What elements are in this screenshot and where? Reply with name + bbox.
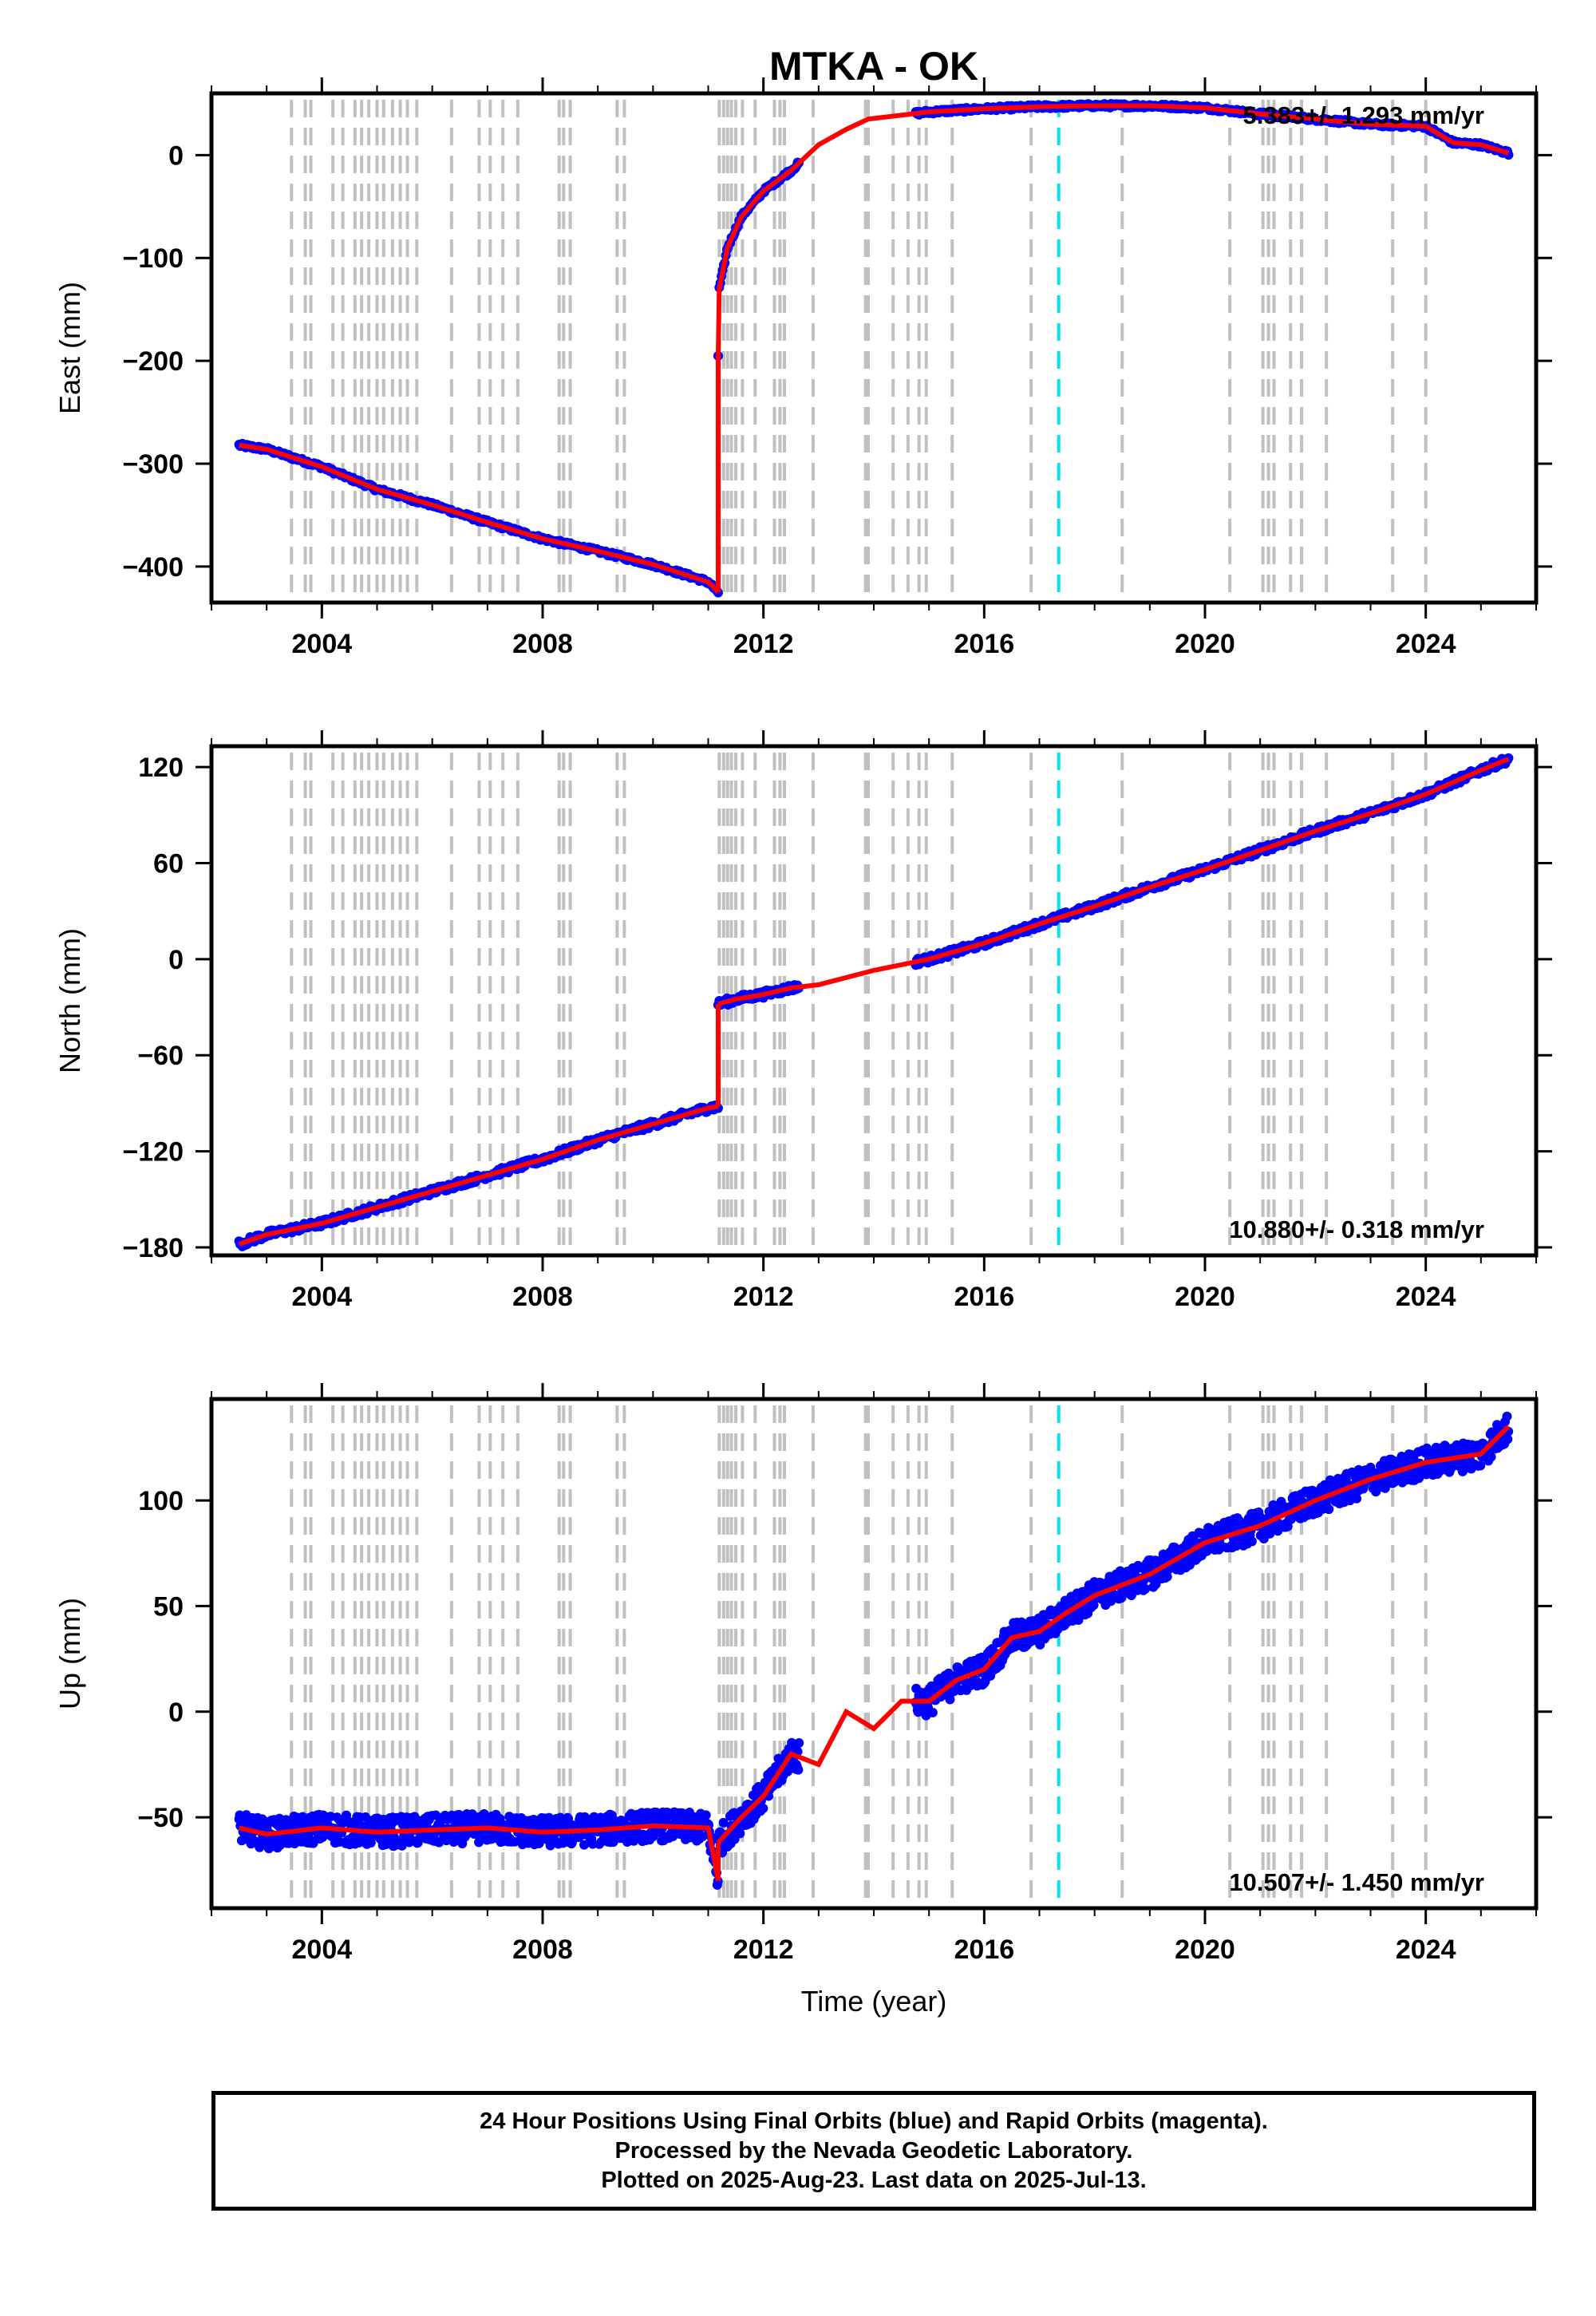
panel-3: 2004 2008 2012 2016 2020 2024 −50 0 50 100 Up (mm)…: [53, 1383, 1552, 1965]
y-tick-label: 0: [168, 1697, 184, 1728]
data-point: [1324, 1504, 1334, 1515]
x-tick-label: 2004: [292, 629, 353, 659]
y-tick-label: −200: [122, 346, 184, 377]
x-tick-label: 2012: [733, 1935, 794, 1965]
velocity-rate-label: 10.880+/- 0.318 mm/yr: [1229, 1215, 1484, 1243]
data-point: [448, 1836, 459, 1847]
data-point: [579, 1840, 590, 1850]
y-tick-label: −100: [122, 243, 184, 274]
data-point: [1476, 1460, 1486, 1471]
data-point: [1246, 1536, 1257, 1547]
y-tick-label: 0: [168, 945, 184, 975]
y-tick-label: −50: [137, 1803, 184, 1833]
x-tick-label: 2020: [1175, 1935, 1235, 1965]
plot-frame: [209, 744, 1539, 1258]
model-line: [717, 757, 1510, 1006]
x-tick-label: 2020: [1175, 1282, 1235, 1312]
data-point: [248, 1835, 259, 1845]
data-point: [1140, 1583, 1151, 1594]
y-tick-label: 60: [153, 848, 184, 879]
y-tick-label: 0: [168, 140, 184, 171]
data-point: [927, 1707, 938, 1717]
footer-line-1: 24 Hour Positions Using Final Orbits (bl…: [480, 2108, 1268, 2134]
footer-notes: 24 Hour Positions Using Final Orbits (bl…: [211, 2091, 1536, 2211]
data-point: [758, 1803, 768, 1813]
velocity-rate-label: 5.383+/- 1.293 mm/yr: [1243, 101, 1484, 129]
x-tick-label: 2004: [292, 1935, 353, 1965]
data-point: [474, 1837, 484, 1848]
x-tick-label: 2020: [1175, 629, 1235, 659]
panel-1: 2004 2008 2012 2016 2020 2024 −400 −300 −200 −100…: [53, 77, 1552, 659]
y-axis-label: Up (mm): [53, 1598, 86, 1709]
data-point: [943, 1668, 954, 1678]
model-line: [238, 1104, 719, 1247]
y-tick-label: 120: [138, 753, 184, 783]
x-tick-label: 2004: [292, 1282, 353, 1312]
footer-line-2: Processed by the Nevada Geodetic Laborat…: [614, 2137, 1133, 2164]
x-axis-label: Time (year): [801, 1985, 947, 2018]
y-tick-label: 100: [138, 1486, 184, 1516]
velocity-rate-label: 10.507+/- 1.450 mm/yr: [1229, 1868, 1484, 1896]
x-tick-label: 2024: [1396, 1935, 1456, 1965]
y-axis-label: East (mm): [53, 282, 86, 414]
y-axis-label: North (mm): [53, 928, 86, 1073]
y-tick-label: −60: [137, 1041, 184, 1071]
model-line: [239, 442, 721, 595]
x-tick-label: 2012: [733, 629, 794, 659]
x-tick-label: 2008: [512, 1282, 573, 1312]
data-point: [701, 1810, 711, 1820]
x-tick-label: 2024: [1396, 1282, 1456, 1312]
y-tick-label: 50: [153, 1591, 184, 1622]
data-point: [587, 1839, 598, 1849]
x-tick-label: 2016: [954, 1935, 1015, 1965]
x-tick-label: 2016: [954, 1282, 1015, 1312]
panel-2: 2004 2008 2012 2016 2020 2024 −180 −120 −60 0 60 12…: [53, 730, 1552, 1312]
data-point: [1502, 1411, 1512, 1421]
x-tick-label: 2008: [512, 1935, 573, 1965]
y-tick-label: −300: [122, 449, 184, 480]
model-line: [716, 103, 1510, 356]
data-point: [794, 1738, 804, 1749]
y-tick-label: −400: [122, 552, 184, 583]
y-tick-label: −180: [122, 1233, 184, 1263]
y-tick-label: −120: [122, 1137, 184, 1168]
x-tick-label: 2024: [1396, 629, 1456, 659]
footer-line-3: Plotted on 2025-Aug-23. Last data on 202…: [601, 2167, 1147, 2193]
x-tick-label: 2008: [512, 629, 573, 659]
data-point: [793, 1765, 804, 1775]
x-tick-label: 2016: [954, 629, 1015, 659]
chart-title: MTKA - OK: [769, 44, 978, 89]
plot-frame: [209, 91, 1539, 605]
x-tick-label: 2012: [733, 1282, 794, 1312]
model-line: [716, 1425, 1511, 1844]
